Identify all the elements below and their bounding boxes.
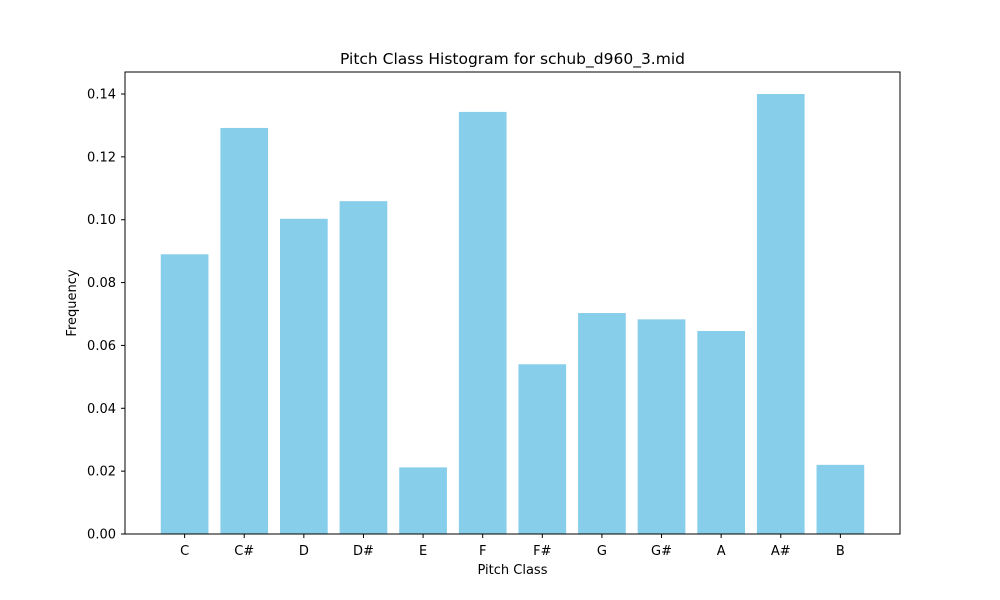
bars — [160, 94, 865, 535]
x-tick-label: F — [479, 544, 486, 559]
bar-E — [399, 467, 447, 534]
bar-B — [816, 464, 865, 534]
x-axis-label: Pitch Class — [478, 563, 548, 578]
y-tick-label: 0.02 — [87, 465, 116, 480]
bar-C# — [220, 127, 269, 534]
x-tick-label: A — [717, 544, 726, 559]
x-tick-label: G# — [651, 544, 672, 559]
x-tick-label: F# — [533, 544, 551, 559]
bar-D# — [339, 201, 388, 534]
y-tick-label: 0.06 — [87, 339, 116, 354]
bar-A# — [756, 94, 805, 534]
x-tick-label: D# — [353, 544, 374, 559]
x-tick-label: C — [180, 544, 189, 559]
y-axis-label: Frequency — [65, 269, 80, 336]
bar-F# — [518, 364, 567, 534]
x-axis-ticks: C C# D D# E F F# G G# A A# B — [180, 534, 845, 559]
y-tick-label: 0.14 — [87, 88, 116, 103]
bar-D — [280, 218, 328, 534]
x-tick-label: C# — [234, 544, 254, 559]
bar-C — [160, 254, 209, 535]
y-tick-label: 0.10 — [87, 213, 116, 228]
y-axis-ticks: 0.00 0.02 0.04 0.06 0.08 0.10 0.12 0.14 — [87, 88, 125, 543]
y-tick-label: 0.04 — [87, 402, 116, 417]
y-tick-label: 0.08 — [87, 276, 116, 291]
x-tick-label: A# — [771, 544, 791, 559]
bar-G# — [637, 319, 686, 534]
bar-G — [578, 313, 626, 534]
bar-A — [697, 330, 745, 534]
plot-frame — [124, 71, 901, 535]
bar-F — [458, 111, 507, 535]
x-tick-label: D — [299, 544, 309, 559]
y-tick-label: 0.12 — [87, 150, 116, 165]
y-tick-label: 0.00 — [87, 528, 116, 543]
chart-title: Pitch Class Histogram for schub_d960_3.m… — [340, 50, 685, 69]
x-tick-label: B — [836, 544, 845, 559]
x-tick-label: G — [597, 544, 607, 559]
x-tick-label: E — [419, 544, 427, 559]
